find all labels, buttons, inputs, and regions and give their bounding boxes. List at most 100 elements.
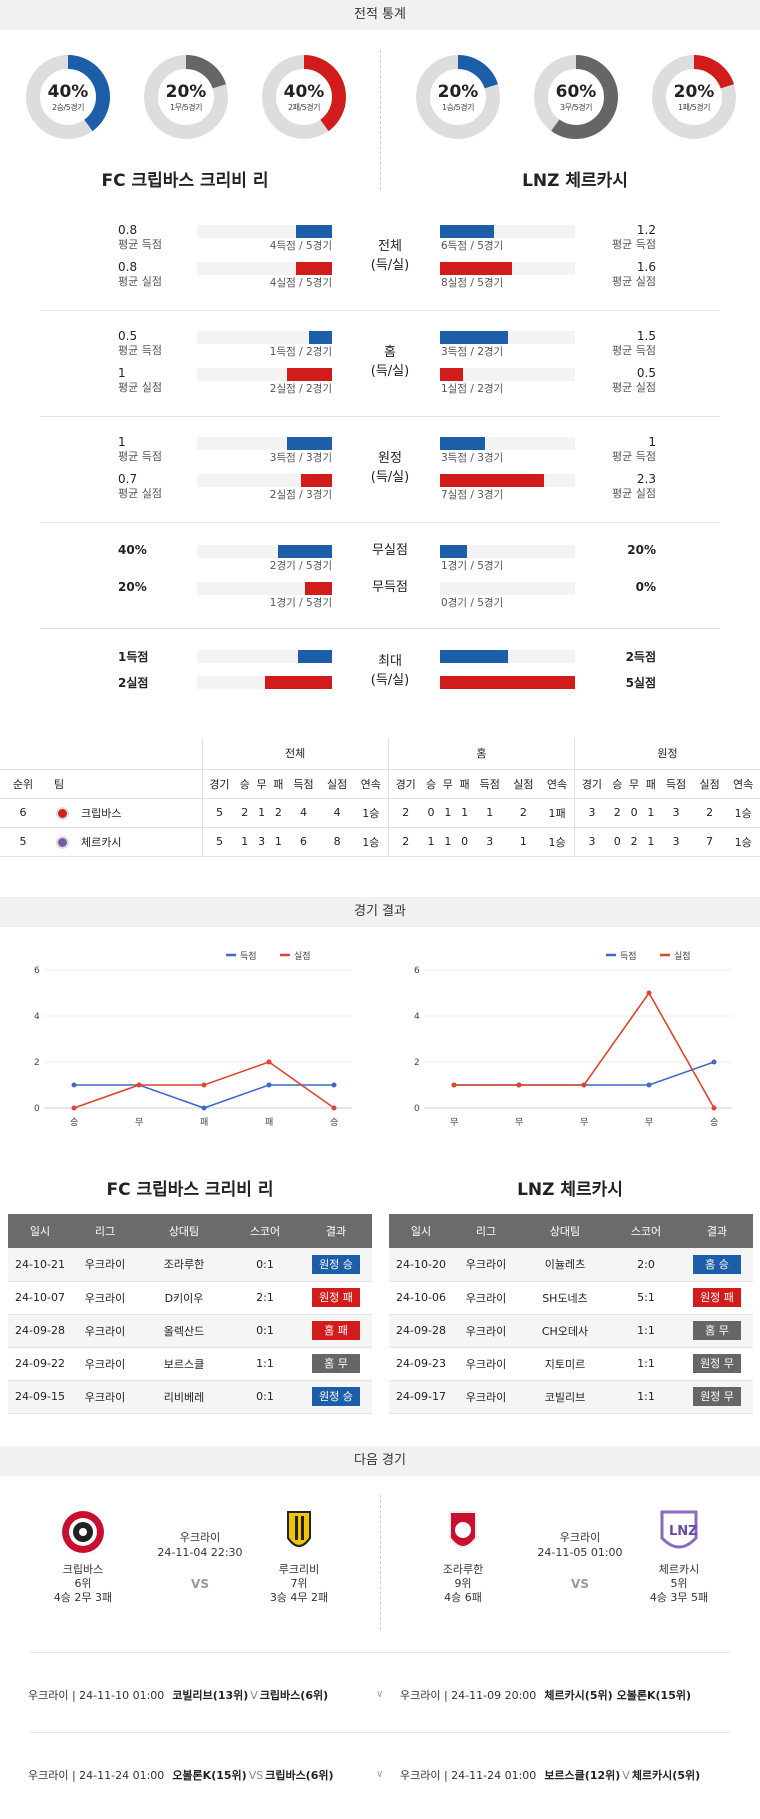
standings-col-header: 득점 [293,777,314,791]
series-line [454,991,715,1109]
donut-caption: 2패/5경기 [288,103,320,112]
away-bar-track [440,676,575,689]
schedule-item[interactable]: 우크라이 | 24-11-24 01:00 보르스클(12위) V 체르카시(5위) [400,1767,700,1783]
result-row: 24-09-23 우크라이 지토미르 1:1 원정 무 [389,1347,753,1381]
away-bar-track [440,368,575,381]
result-cell: 원정 승 [300,1380,372,1414]
standings-col-header: 승 [239,777,250,791]
standings-cell: 1 [258,806,266,819]
home-stat-label: 평균 득점 [118,450,162,463]
away-bar-fill [440,650,508,663]
legend-label: 실점 [294,950,311,962]
home-bar-fill [295,225,332,238]
standings-table: 전체 홈 원정 순위 팀 경기 승 무 패 득점 실점 연속 경기 승 무 패 득점 실점 연속 경기 승 무 패 득점 실점 연… [0,738,760,857]
next-league: 우크라이 [179,1531,221,1544]
donut-arc [26,55,110,139]
results-section-header: 경기 결과 [0,897,760,927]
away-stat-label: 평균 실점 [612,381,656,394]
home-bar-fill [300,474,332,487]
standings-col-header: 패 [459,777,470,791]
chevron-down-icon: ∨ [376,1689,384,1700]
result-league: 우크라이 [453,1281,519,1315]
away-bar-track [440,545,575,558]
results-col-header: 상대팀 [138,1214,230,1248]
standings-col-header: 실점 [699,777,720,791]
series-point [201,1082,207,1088]
result-league: 우크라이 [72,1248,138,1282]
standings-col-header: 경기 [395,777,416,791]
result-opponent: 코빌리브 [519,1380,611,1414]
home-stat-value: 1 [118,435,126,449]
result-score: 1:1 [611,1347,681,1381]
result-badge: 원정 무 [693,1387,741,1406]
x-tick-label: 승 [330,1117,338,1128]
standings-cell: 2 [630,835,638,848]
away-stat-value: 0% [635,580,656,594]
away-bar-track [440,262,575,275]
next-away-record: 3승 4무 2패 [269,1591,329,1604]
standings-cell: 3 [672,806,680,819]
home-bar-fill [305,582,332,595]
away-stat-value: 0.5 [636,366,656,380]
result-badge: 원정 승 [312,1387,360,1406]
donut-arc [262,55,346,139]
away-bar-caption: 3득점 / 3경기 [441,452,504,464]
schedule-item[interactable]: 우크라이 | 24-11-09 20:00 체르카시(5위) 오볼론K(15위) [400,1687,691,1703]
result-badge: 홈 패 [312,1321,360,1340]
divider [30,1732,730,1733]
home-stat-label: 평균 실점 [118,275,162,288]
schedule-vs: V [250,1689,258,1702]
away-stat-value: 1.2 [636,223,656,237]
team-logo-icon [60,1508,106,1558]
result-cell: 원정 무 [681,1380,753,1414]
y-tick-label: 6 [34,966,40,976]
home-stat-value: 2실점 [118,676,149,690]
result-cell: 원정 승 [300,1248,372,1282]
home-bar-caption: 2실점 / 2경기 [269,383,332,395]
schedule-team-2: 크립바스(6위) [259,1689,329,1702]
away-bar-fill [440,474,544,487]
away-bar-track [440,437,575,450]
result-league: 우크라이 [72,1347,138,1381]
away-bar-fill [440,545,467,558]
standings-cell: 1 [461,806,469,819]
series-line [74,1084,334,1109]
result-score: 0:1 [230,1314,300,1348]
standings-col-header: 연속 [353,769,389,798]
away-bar-track [440,474,575,487]
next-away-team: 체르카시 [658,1563,700,1576]
result-cell: 홈 승 [681,1248,753,1282]
x-tick-label: 무 [515,1117,523,1128]
series-point [71,1082,77,1088]
home-bar-caption: 1경기 / 5경기 [269,597,332,609]
donut-chart: 40% 2패/5경기 [262,55,346,139]
schedule-league-time: 우크라이 | 24-11-24 01:00 [28,1769,165,1782]
home-bar-track [197,368,332,381]
result-row: 24-10-07 우크라이 D키이우 2:1 원정 패 [8,1281,372,1315]
result-opponent: D키이우 [138,1281,230,1315]
result-cell: 원정 패 [300,1281,372,1315]
donut-chart: 20% 1승/5경기 [416,55,500,139]
result-date: 24-10-06 [389,1281,453,1315]
standings-col-header: 무 [629,777,640,791]
next-away-rank: 5위 [670,1577,688,1590]
standings-col-header: 경기 [581,777,603,791]
schedule-item[interactable]: 우크라이 | 24-11-10 01:00 코빌리브(13위) V 크립바스(6위) [28,1687,328,1703]
result-row: 24-09-28 우크라이 CH오데사 1:1 홈 무 [389,1314,753,1348]
y-tick-label: 2 [414,1058,420,1068]
series-point [71,1105,77,1111]
donut-arc [416,55,500,139]
schedule-vs: VS [248,1769,264,1782]
away-stat-value: 1.5 [636,329,656,343]
donut-caption: 1승/5경기 [442,103,474,112]
team-logo-icon [56,807,69,820]
result-date: 24-09-28 [389,1314,453,1348]
away-bar-fill [440,368,463,381]
result-date: 24-10-20 [389,1248,453,1282]
donut-caption: 3무/5경기 [560,103,592,112]
schedule-item[interactable]: 우크라이 | 24-11-24 01:00 오볼론K(15위) VS 크립바스(6위) [28,1767,334,1783]
result-row: 24-09-15 우크라이 리비베레 0:1 원정 승 [8,1380,372,1414]
result-cell: 홈 무 [300,1347,372,1381]
donut-caption: 1패/5경기 [678,103,710,112]
standings-col-header: 무 [256,777,267,791]
